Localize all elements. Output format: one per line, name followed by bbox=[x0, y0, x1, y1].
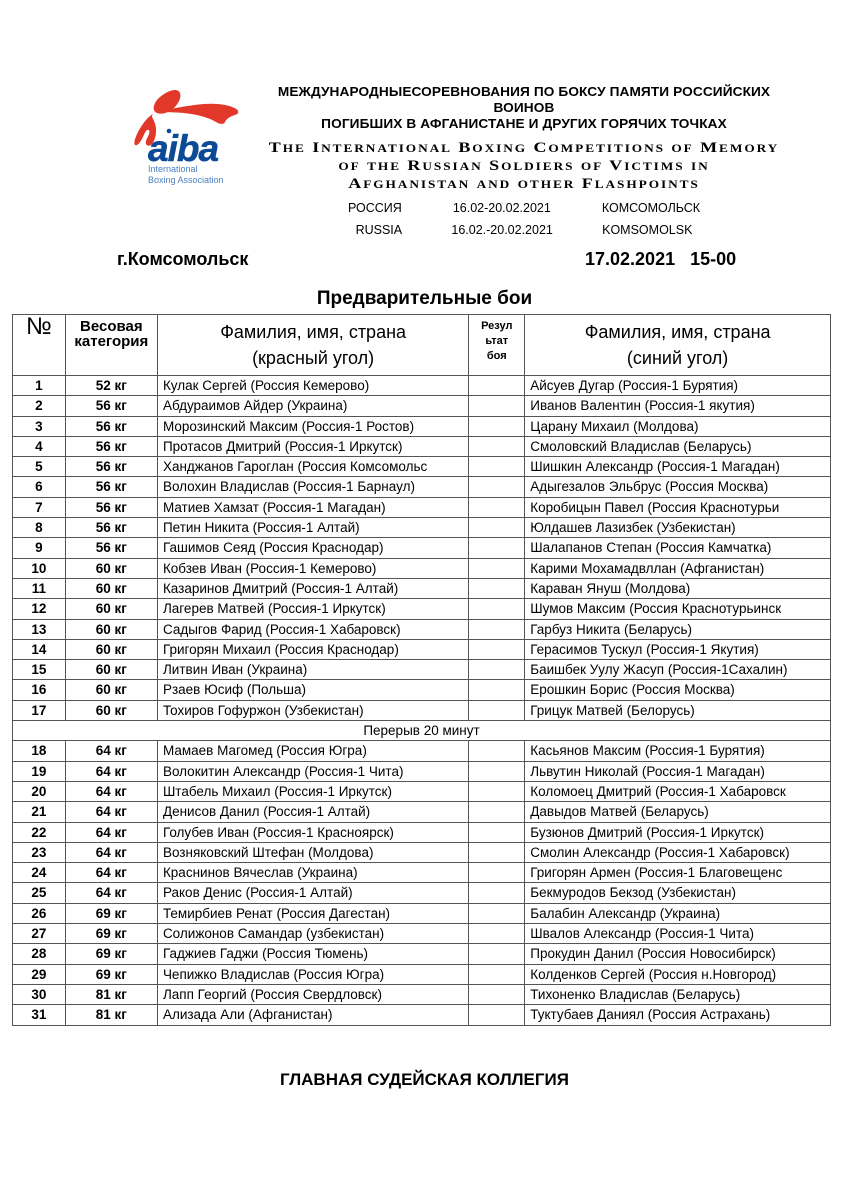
svg-text:International: International bbox=[148, 164, 198, 174]
svg-text:aiba: aiba bbox=[148, 128, 218, 169]
